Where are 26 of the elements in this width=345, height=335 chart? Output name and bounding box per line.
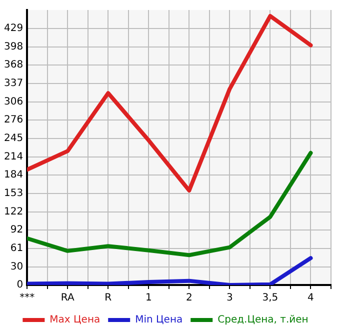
y-tick-label: 153 (4, 188, 24, 200)
y-tick-label: 30 (10, 262, 24, 273)
y-tick-label: 122 (4, 206, 24, 218)
legend-label: Max Цена (50, 314, 100, 326)
x-tick-label: RA (60, 292, 74, 304)
y-tick-label: 429 (4, 23, 24, 34)
x-tick-label: 3,5 (262, 292, 278, 304)
y-tick-label: 0 (16, 280, 24, 291)
y-tick-label: 92 (10, 224, 24, 236)
x-tick-label: 4 (308, 292, 314, 304)
x-tick-label: 1 (145, 292, 152, 304)
x-tick-label: *** (20, 292, 35, 304)
x-tick-label: 3 (226, 292, 233, 304)
y-tick-label: 306 (4, 96, 24, 108)
legend-label: Min Цена (135, 314, 183, 326)
x-tick-label: 2 (186, 292, 192, 304)
y-tick-label: 276 (4, 114, 24, 126)
y-tick-label: 245 (4, 133, 24, 144)
y-tick-label: 184 (4, 170, 24, 181)
x-tick-label: R (104, 292, 112, 304)
y-tick-label: 214 (4, 152, 24, 163)
y-tick-label: 337 (4, 78, 24, 90)
y-tick-label: 61 (10, 243, 24, 254)
y-tick-label: 368 (4, 60, 24, 71)
y-tick-label: 398 (4, 42, 24, 53)
legend-label: Сред.Цена, т.йен (218, 314, 308, 326)
